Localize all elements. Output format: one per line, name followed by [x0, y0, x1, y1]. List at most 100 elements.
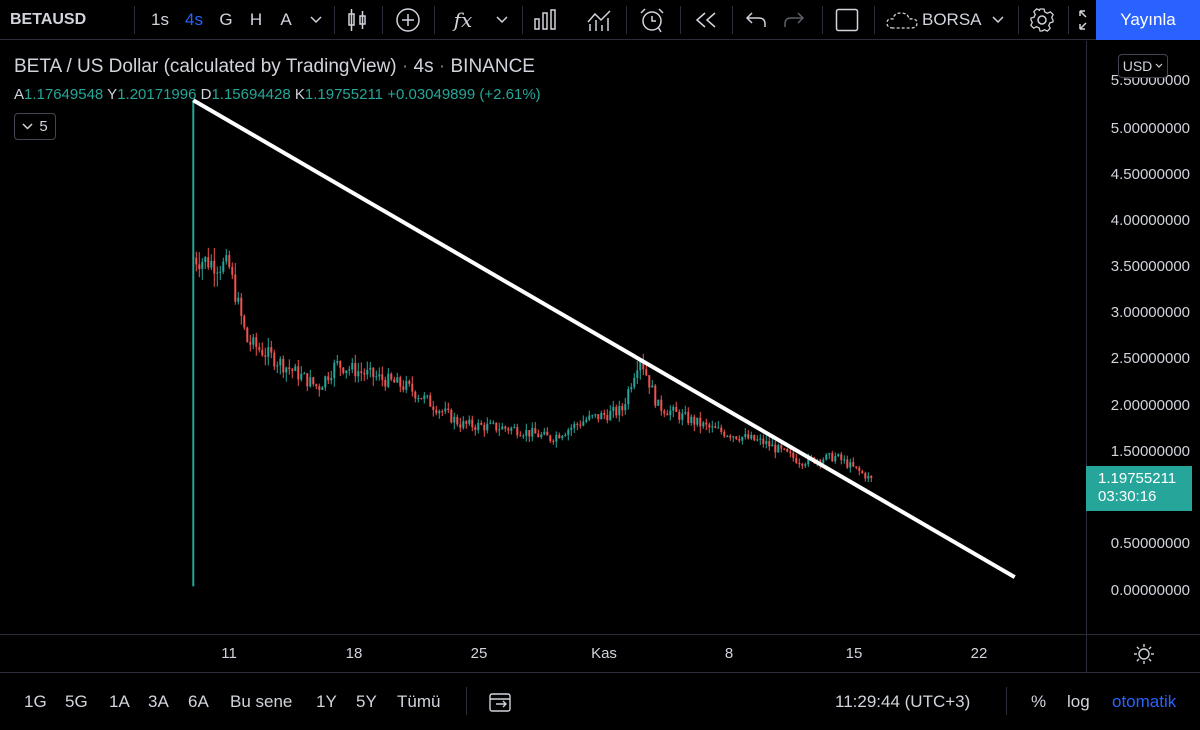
candle-body	[213, 260, 216, 274]
candle-body	[606, 415, 609, 421]
range-3a[interactable]: 3A	[148, 691, 169, 711]
candle-body	[270, 347, 273, 353]
candle-body	[210, 260, 213, 268]
log-scale-toggle[interactable]: log	[1067, 691, 1090, 711]
top-toolbar: BETAUSD 1s 4s G H A fx B	[0, 0, 1200, 40]
chevron-down-icon	[1155, 63, 1163, 68]
candle-body	[279, 358, 282, 366]
bottombar-divider	[1006, 687, 1007, 715]
candle-body	[762, 438, 765, 444]
interval-4s[interactable]: 4s	[185, 10, 203, 29]
publish-button[interactable]: Yayınla	[1096, 0, 1200, 40]
candle-body	[669, 410, 672, 416]
candle-body	[345, 370, 348, 374]
range-ytd[interactable]: Bu sene	[230, 691, 293, 711]
candle-body	[267, 347, 270, 357]
candle-body	[372, 367, 375, 378]
candle-body	[657, 399, 660, 406]
candle-body	[579, 424, 582, 426]
price-axis[interactable]: 5.50000000 5.00000000 4.50000000 4.00000…	[1086, 41, 1200, 634]
percent-scale-toggle[interactable]: %	[1031, 691, 1047, 711]
candle-body	[819, 460, 822, 464]
candle-body	[297, 366, 300, 380]
candle-body	[699, 417, 702, 427]
interval-h[interactable]: H	[249, 10, 263, 29]
candle-body	[642, 360, 645, 370]
candle-body	[546, 431, 549, 436]
candle-body	[801, 464, 804, 466]
candle-body	[525, 430, 528, 436]
candle-body	[303, 373, 306, 375]
compare-add-icon[interactable]	[393, 0, 423, 40]
chevron-down-icon[interactable]	[986, 0, 1010, 40]
templates-icon[interactable]	[584, 0, 616, 40]
candle-body	[792, 452, 795, 458]
time-axis[interactable]: 11 18 25 Kas 8 15 22	[0, 634, 1086, 672]
candle-body	[498, 429, 501, 431]
timezone-clock[interactable]: 11:29:44 (UTC+3)	[835, 691, 971, 711]
candle-body	[333, 362, 336, 379]
candle-body	[225, 255, 228, 262]
toolbar-divider	[1068, 6, 1069, 34]
indicators-icon[interactable]: fx	[453, 8, 473, 32]
toolbar-divider	[732, 6, 733, 34]
range-5g[interactable]: 5G	[65, 691, 88, 711]
chevron-down-icon[interactable]	[490, 0, 514, 40]
auto-scale-toggle[interactable]: otomatik	[1112, 691, 1177, 711]
interval-a[interactable]: A	[280, 10, 292, 29]
fullscreen-icon[interactable]	[1076, 0, 1096, 40]
high-key: Y	[107, 86, 118, 103]
candle-body	[276, 365, 279, 367]
candle-body	[375, 376, 378, 378]
replay-icon[interactable]	[690, 0, 722, 40]
range-5y[interactable]: 5Y	[356, 691, 377, 711]
chevron-down-icon[interactable]	[304, 0, 328, 40]
toolbar-divider	[680, 6, 681, 34]
fullscreen-select-icon[interactable]	[832, 0, 862, 40]
candle-body	[576, 423, 579, 425]
exchange-label[interactable]: BORSA	[922, 10, 982, 29]
candle-body	[561, 436, 564, 439]
candle-body	[363, 372, 366, 375]
ohlc-legend: A1.17649548 Y1.20171996 D1.15694428 K1.1…	[14, 86, 541, 103]
range-1a[interactable]: 1A	[109, 691, 130, 711]
candle-body	[528, 430, 531, 437]
indicator-collapse-button[interactable]: 5	[14, 113, 56, 140]
candle-body	[723, 431, 726, 437]
currency-button[interactable]: USD	[1118, 54, 1168, 78]
low-key: D	[200, 86, 212, 103]
candle-body	[756, 439, 759, 441]
alarm-clock-icon[interactable]	[636, 0, 668, 40]
financials-icon[interactable]	[530, 0, 560, 40]
open-value: 1.17649548	[24, 86, 104, 103]
candle-body	[717, 427, 720, 429]
candle-body	[771, 444, 774, 447]
candle-body	[591, 415, 594, 417]
candle-body	[786, 448, 789, 452]
range-1y[interactable]: 1Y	[316, 691, 337, 711]
range-6a[interactable]: 6A	[188, 691, 209, 711]
candle-body	[342, 367, 345, 374]
trendline[interactable]	[192, 98, 1016, 579]
undo-icon[interactable]	[742, 0, 770, 40]
date-range-icon[interactable]	[488, 673, 514, 730]
bottom-toolbar: 1G 5G 1A 3A 6A Bu sene 1Y 5Y Tümü 11:29:…	[0, 672, 1200, 729]
chart-pane[interactable]	[0, 41, 1086, 634]
candle-body	[495, 422, 498, 431]
symbol-search[interactable]: BETAUSD	[10, 11, 87, 28]
price-label: 2.50000000	[1110, 350, 1190, 367]
toolbar-divider	[874, 6, 875, 34]
candlestick-chart[interactable]	[0, 41, 1086, 634]
candle-body	[318, 386, 321, 390]
interval-g[interactable]: G	[219, 10, 233, 29]
range-all[interactable]: Tümü	[397, 691, 441, 711]
range-1g[interactable]: 1G	[24, 691, 47, 711]
candle-body	[348, 369, 351, 371]
theme-toggle[interactable]	[1086, 634, 1200, 672]
interval-1s[interactable]: 1s	[151, 10, 169, 29]
candle-body	[486, 423, 489, 431]
redo-icon[interactable]	[780, 0, 808, 40]
gear-icon[interactable]	[1027, 0, 1057, 40]
candle-body	[237, 297, 240, 302]
candles-icon[interactable]	[342, 0, 372, 40]
